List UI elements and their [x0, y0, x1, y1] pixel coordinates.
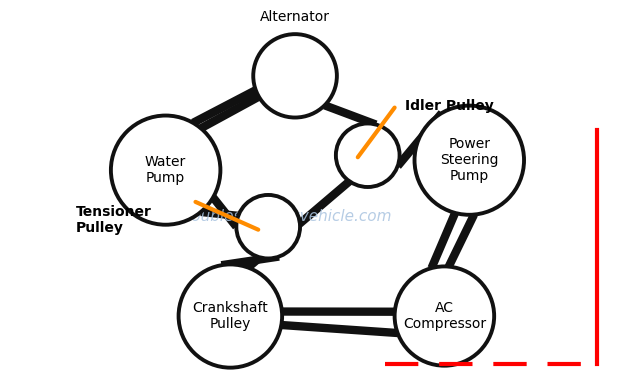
- Text: Water
Pump: Water Pump: [145, 155, 186, 185]
- Text: AC
Compressor: AC Compressor: [403, 301, 486, 331]
- Text: Tensioner
Pulley: Tensioner Pulley: [76, 205, 152, 235]
- Circle shape: [336, 123, 400, 187]
- Text: Alternator: Alternator: [260, 10, 330, 24]
- Text: Crankshaft
Pulley: Crankshaft Pulley: [192, 301, 268, 331]
- Circle shape: [253, 34, 337, 117]
- Circle shape: [111, 116, 221, 225]
- Circle shape: [236, 195, 300, 258]
- Text: troubleshootmyvehicle.com: troubleshootmyvehicle.com: [179, 209, 391, 224]
- Circle shape: [415, 106, 524, 215]
- Circle shape: [179, 264, 282, 368]
- Text: Power
Steering
Pump: Power Steering Pump: [440, 137, 499, 183]
- Circle shape: [395, 266, 494, 366]
- Text: Idler Pulley: Idler Pulley: [405, 99, 493, 112]
